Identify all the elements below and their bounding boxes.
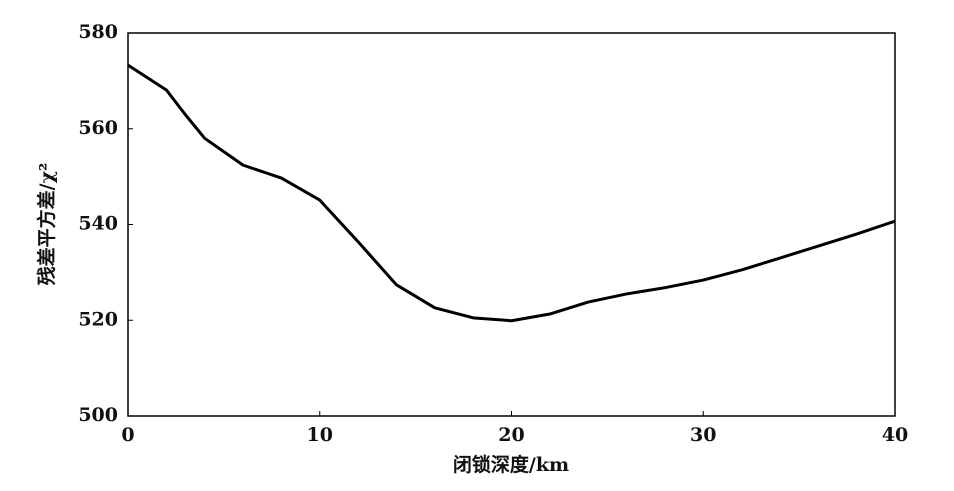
x-tick-label: 40 <box>882 424 908 446</box>
plot-frame <box>127 32 896 417</box>
line <box>127 63 896 323</box>
y-tick-label: 520 <box>78 308 118 330</box>
x-tick-label: 0 <box>121 424 134 446</box>
x-tick-label: 20 <box>498 424 524 446</box>
x-axis-label: 闭锁深度/km <box>453 453 569 476</box>
x-tick-label: 10 <box>307 424 333 446</box>
y-tick-label: 560 <box>78 117 118 139</box>
y-tick-label: 540 <box>78 213 118 235</box>
y-tick-label: 500 <box>78 404 118 426</box>
y-axis-label: 残差平方差/χ² <box>35 163 58 286</box>
y-tick-label: 580 <box>78 21 118 43</box>
x-tick-label: 30 <box>690 424 716 446</box>
